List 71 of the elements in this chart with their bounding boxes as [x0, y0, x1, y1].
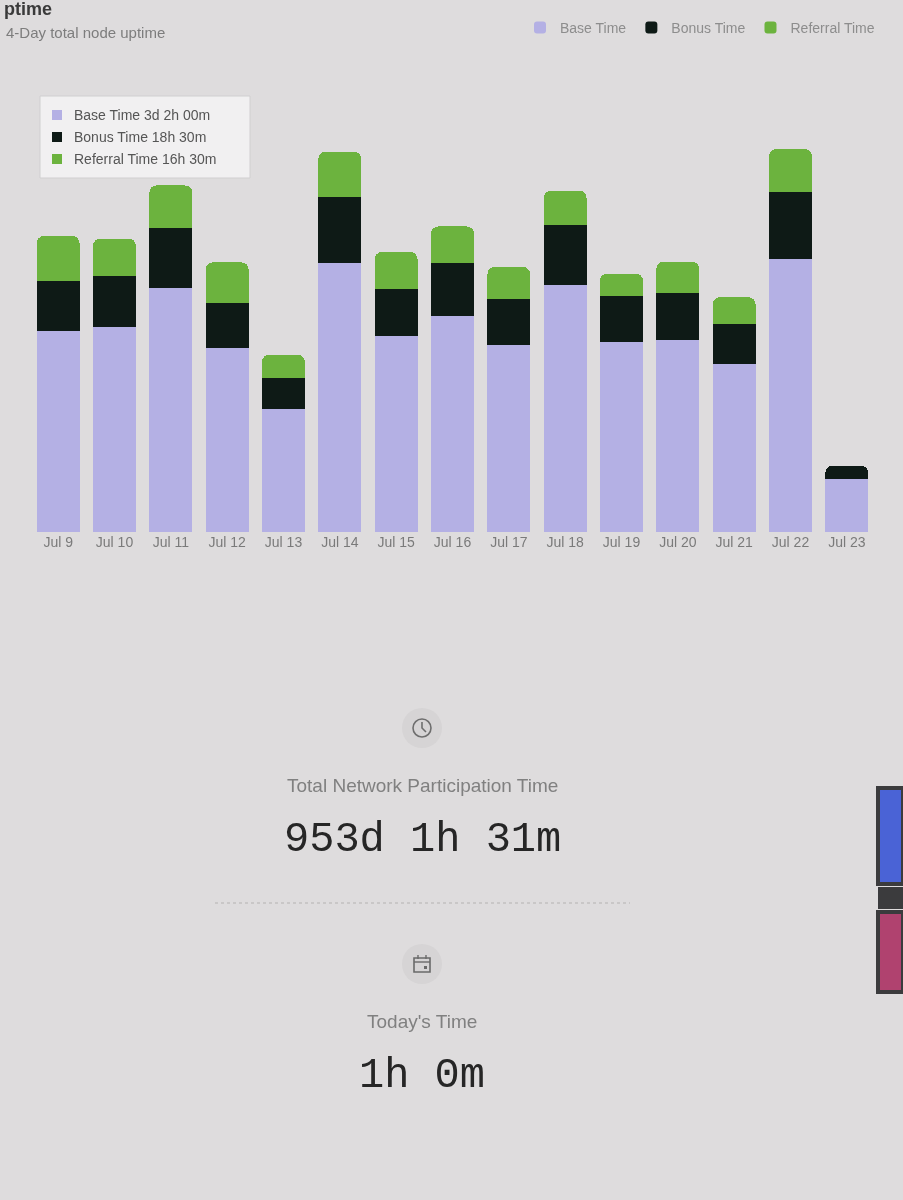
- x-tick-label: Jul 10: [95, 534, 134, 550]
- bar: [712, 324, 756, 365]
- text: Bonus Time 18h 30m: [74, 129, 207, 145]
- bar: [318, 196, 362, 263]
- bar: [36, 236, 80, 281]
- bar: [374, 252, 418, 289]
- x-tick-label: Jul 16: [433, 534, 472, 550]
- bar: [543, 190, 587, 225]
- bar: [93, 238, 136, 276]
- bar: [205, 262, 249, 303]
- x-tick-label: Jul 21: [715, 534, 754, 550]
- bar: [543, 224, 587, 286]
- bar: [36, 280, 80, 331]
- bar: [374, 288, 418, 337]
- chart-title: ptime: [4, 0, 53, 20]
- bar: [93, 275, 136, 327]
- x-tick-label: Jul 22: [771, 534, 810, 550]
- bar: [374, 336, 418, 532]
- bar: [712, 364, 756, 532]
- bar: [205, 302, 249, 348]
- bar: [93, 326, 136, 532]
- bar: [205, 347, 249, 532]
- annotation: Referral Time 16h 30m: [74, 151, 217, 167]
- bar: [769, 149, 812, 192]
- x-tick-label: Jul 17: [490, 534, 528, 550]
- bar: [543, 285, 587, 532]
- bar: [262, 409, 305, 532]
- bar: [262, 378, 305, 410]
- bar: [487, 267, 531, 300]
- bar: [36, 330, 80, 532]
- legend-label: Bonus Time: [671, 20, 746, 37]
- bar: [825, 479, 869, 532]
- bar: [149, 227, 193, 288]
- bar: [149, 185, 193, 228]
- text: Today's Time: [367, 1011, 478, 1032]
- bar: [487, 345, 531, 532]
- x-tick-label: Jul 19: [602, 534, 641, 550]
- text: Base Time 3d 2h 00m: [74, 107, 211, 123]
- bar: [149, 287, 193, 532]
- legend-label: Referral Time: [790, 20, 875, 37]
- legend-label: Base Time: [560, 20, 627, 37]
- bar: [262, 354, 305, 379]
- bar: [656, 261, 700, 294]
- bar: [600, 273, 643, 296]
- bar: [487, 299, 531, 346]
- bar: [318, 151, 362, 197]
- chart-subtitle: 4-Day total node uptime: [6, 24, 166, 41]
- bar: [431, 263, 474, 317]
- bar: [600, 342, 643, 532]
- text: 953d 1h 31m: [284, 816, 562, 864]
- x-tick-label: Jul 14: [321, 534, 359, 550]
- bar: [825, 465, 869, 480]
- bar: [431, 226, 474, 264]
- x-tick-label: Jul 15: [377, 534, 416, 550]
- bar: [769, 258, 812, 532]
- x-tick-label: Jul 9: [43, 534, 74, 550]
- x-tick-label: Jul 20: [659, 534, 697, 550]
- x-tick-label: Jul 13: [264, 534, 303, 550]
- bar: [318, 262, 362, 532]
- text: Total Network Participation Time: [287, 775, 559, 796]
- bar: [656, 339, 700, 532]
- bar: [712, 297, 756, 325]
- bar: [431, 316, 474, 532]
- bar: [656, 293, 700, 340]
- x-tick-label: Jul 23: [828, 534, 866, 550]
- x-tick-label: Jul 18: [546, 534, 585, 550]
- x-tick-label: Jul 11: [152, 534, 190, 550]
- x-tick-label: Jul 12: [208, 534, 247, 550]
- text: 1h 0m: [359, 1052, 486, 1100]
- bar: [769, 191, 812, 259]
- bar: [600, 295, 643, 343]
